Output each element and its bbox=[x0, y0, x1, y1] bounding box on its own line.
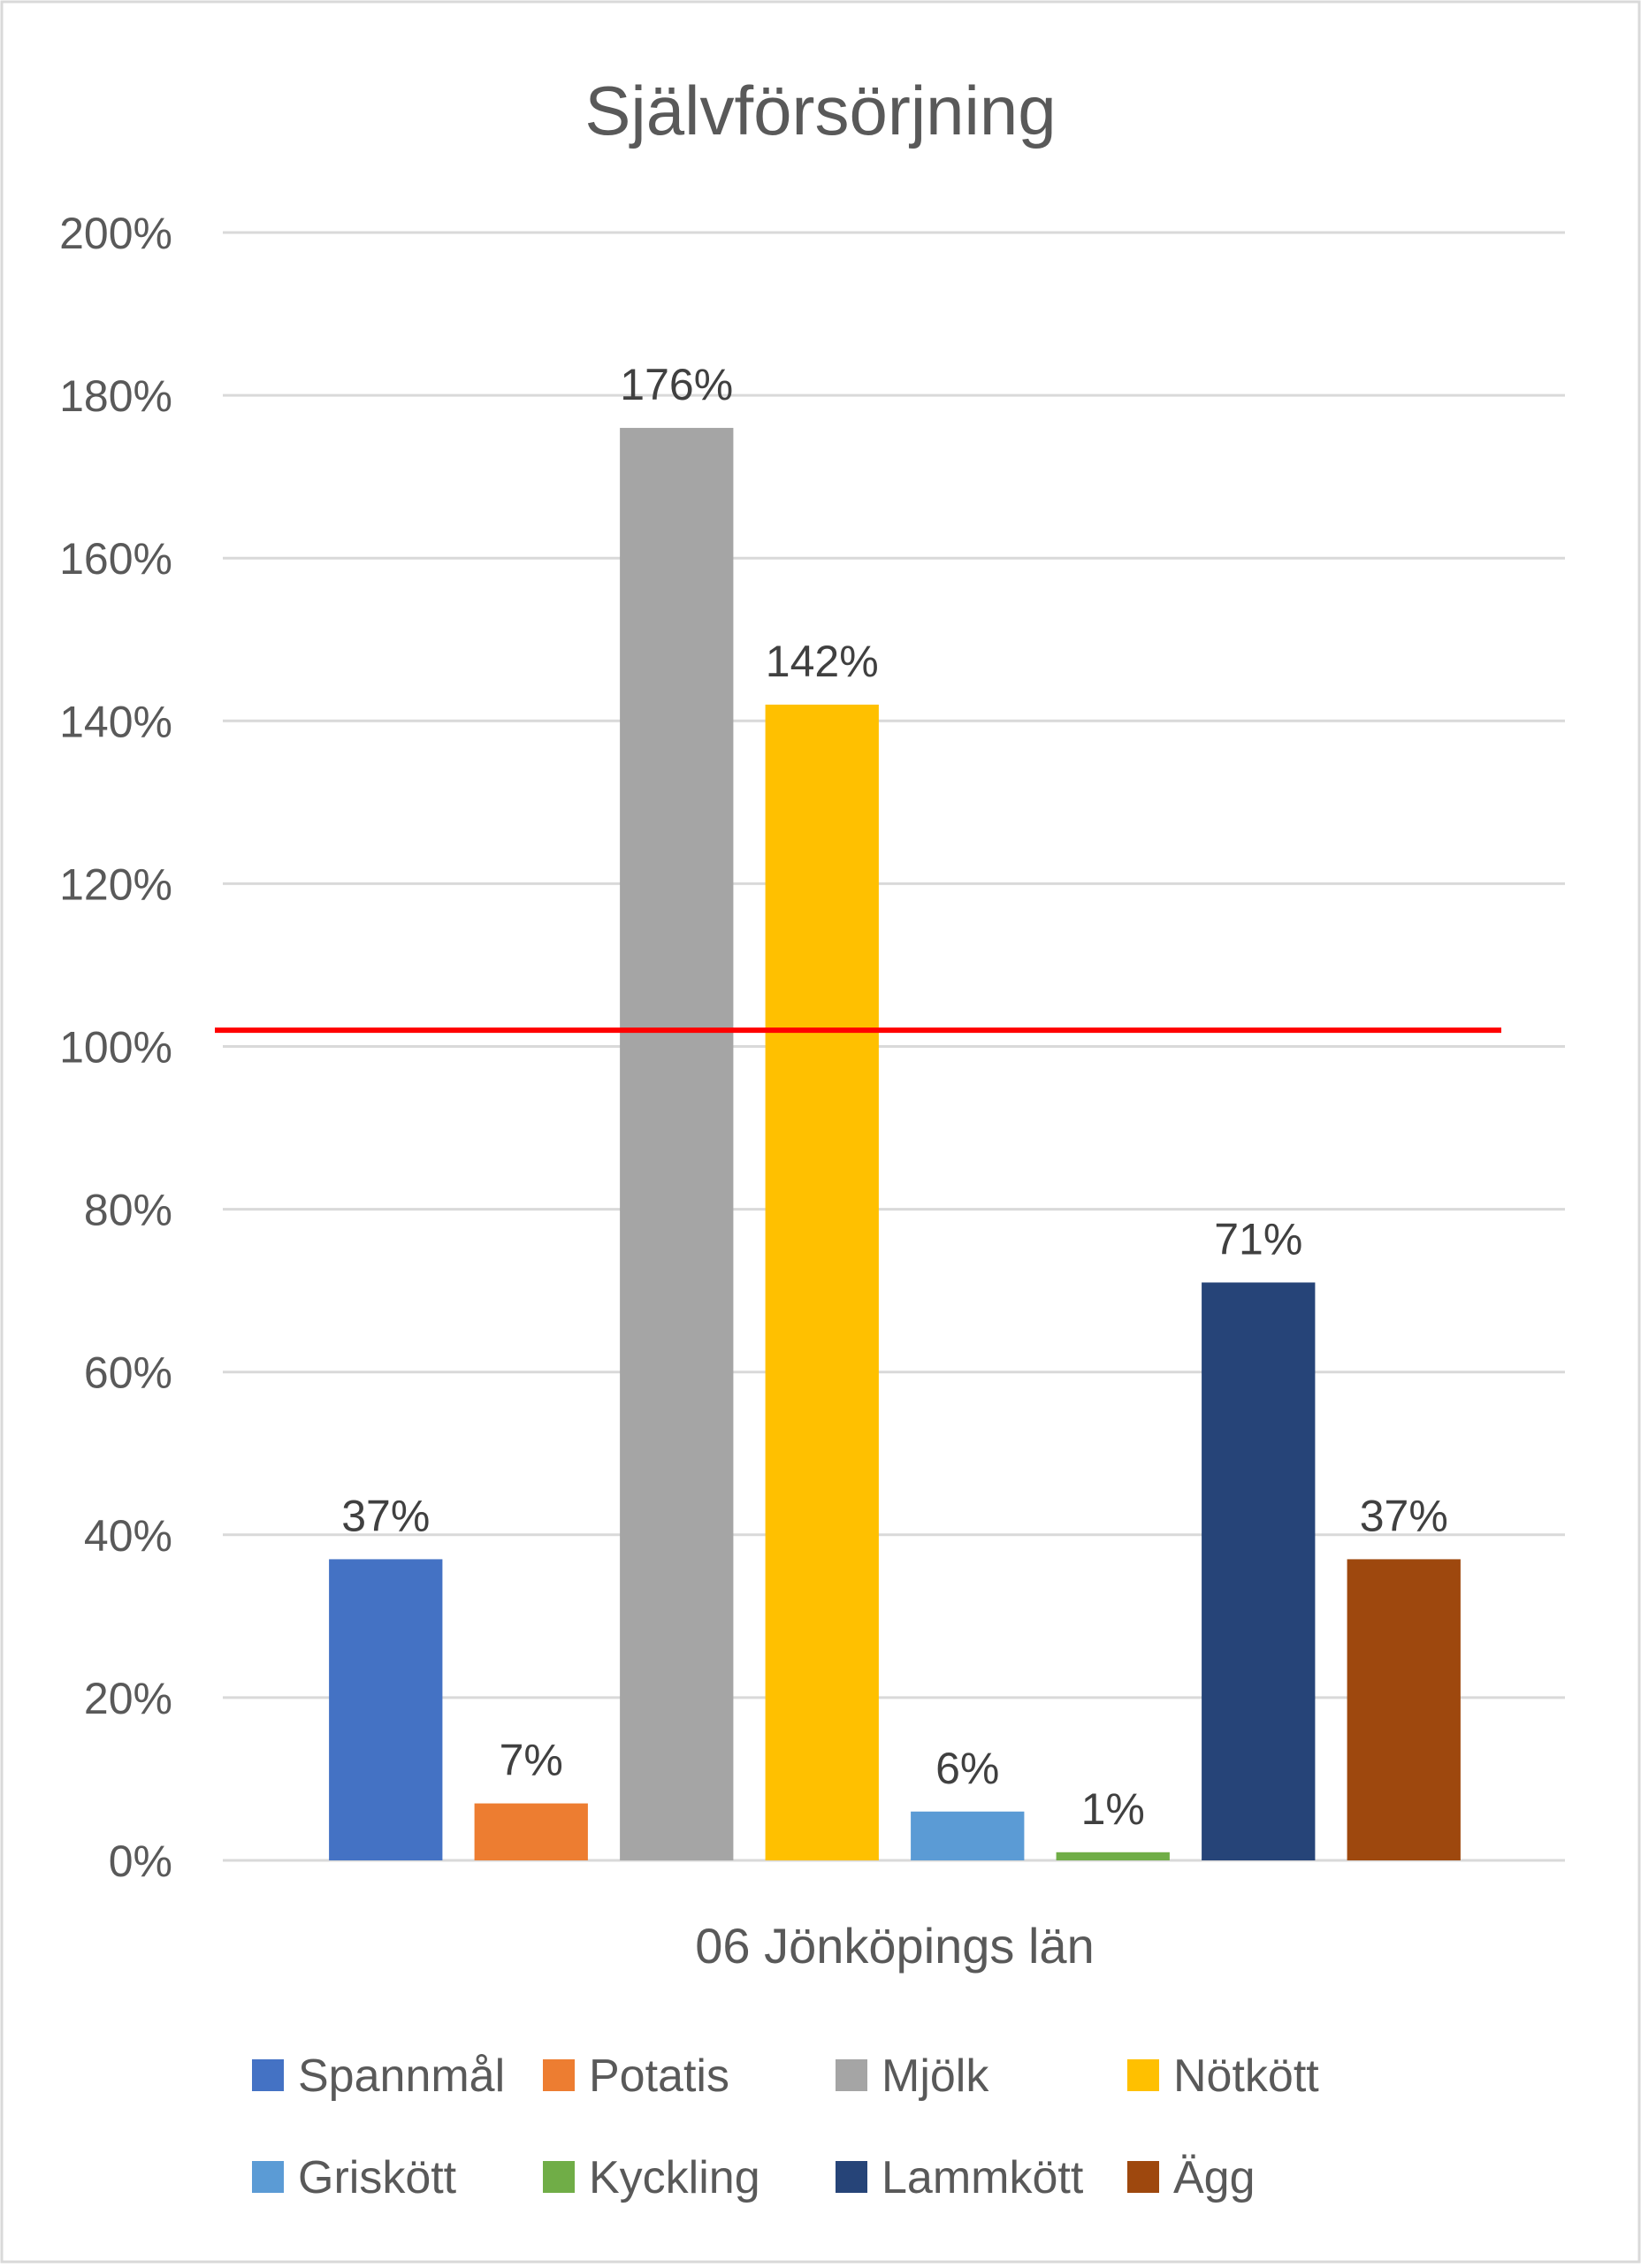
legend-item: Potatis bbox=[543, 2050, 729, 2102]
bar-2 bbox=[474, 1803, 588, 1860]
legend-label: Spannmål bbox=[298, 2050, 505, 2102]
legend-swatch bbox=[836, 2161, 867, 2193]
y-tick-label: 200% bbox=[59, 209, 172, 258]
data-label: 7% bbox=[500, 1736, 563, 1785]
legend-swatch bbox=[252, 2059, 284, 2091]
x-axis-label: 06 Jönköpings län bbox=[695, 1918, 1094, 1974]
data-label: 37% bbox=[1360, 1491, 1448, 1540]
data-label: 176% bbox=[620, 360, 733, 409]
legend-swatch bbox=[1127, 2059, 1159, 2091]
legend-item: Spannmål bbox=[252, 2050, 505, 2102]
bar-5 bbox=[911, 1811, 1025, 1860]
y-tick-label: 160% bbox=[59, 534, 172, 584]
data-label: 1% bbox=[1081, 1784, 1145, 1834]
bar-1 bbox=[329, 1559, 443, 1860]
bar-8 bbox=[1347, 1559, 1461, 1860]
data-label: 37% bbox=[341, 1491, 430, 1540]
legend-label: Lammkött bbox=[882, 2152, 1084, 2203]
legend-label: Griskött bbox=[298, 2152, 457, 2203]
legend-swatch bbox=[1127, 2161, 1159, 2193]
legend-swatch bbox=[543, 2161, 575, 2193]
legend-item: Lammkött bbox=[836, 2152, 1084, 2203]
y-tick-label: 60% bbox=[84, 1348, 172, 1398]
bar-7 bbox=[1202, 1282, 1316, 1860]
bar-4 bbox=[765, 704, 879, 1860]
legend-label: Ägg bbox=[1173, 2152, 1256, 2203]
legend-item: Nötkött bbox=[1127, 2050, 1319, 2102]
bar-3 bbox=[620, 427, 734, 1860]
legend-item: Kyckling bbox=[543, 2152, 760, 2203]
legend-item: Mjölk bbox=[836, 2050, 989, 2102]
legend-label: Mjölk bbox=[882, 2050, 989, 2102]
y-axis-ticks: 0% 20% 40% 60% 80% 100% 120% 140% 160% 180% 200% bbox=[59, 209, 172, 1886]
legend: Spannmål Potatis Mjölk Nötkött Griskött Kyckl… bbox=[252, 2050, 1319, 2203]
data-label: 6% bbox=[935, 1744, 999, 1793]
legend-swatch bbox=[543, 2059, 575, 2091]
y-tick-label: 0% bbox=[109, 1837, 172, 1886]
bars bbox=[329, 427, 1461, 1860]
data-label: 142% bbox=[766, 637, 879, 686]
legend-label: Kyckling bbox=[589, 2152, 760, 2203]
bar-6 bbox=[1056, 1852, 1170, 1860]
legend-swatch bbox=[252, 2161, 284, 2193]
legend-swatch bbox=[836, 2059, 867, 2091]
y-tick-label: 140% bbox=[59, 697, 172, 746]
legend-item: Griskött bbox=[252, 2152, 457, 2203]
y-tick-label: 40% bbox=[84, 1511, 172, 1561]
chart-title: Självförsörjning bbox=[584, 72, 1056, 149]
y-tick-label: 100% bbox=[59, 1023, 172, 1073]
data-label: 71% bbox=[1214, 1214, 1302, 1264]
y-tick-label: 180% bbox=[59, 371, 172, 421]
data-labels: 37% 7% 176% 142% 6% 1% 71% 37% bbox=[341, 360, 1448, 1834]
y-tick-label: 20% bbox=[84, 1674, 172, 1723]
legend-label: Nötkött bbox=[1173, 2050, 1319, 2102]
gridlines bbox=[223, 231, 1565, 1862]
y-tick-label: 80% bbox=[84, 1186, 172, 1235]
legend-item: Ägg bbox=[1127, 2152, 1256, 2203]
legend-label: Potatis bbox=[589, 2050, 729, 2102]
y-tick-label: 120% bbox=[59, 859, 172, 909]
